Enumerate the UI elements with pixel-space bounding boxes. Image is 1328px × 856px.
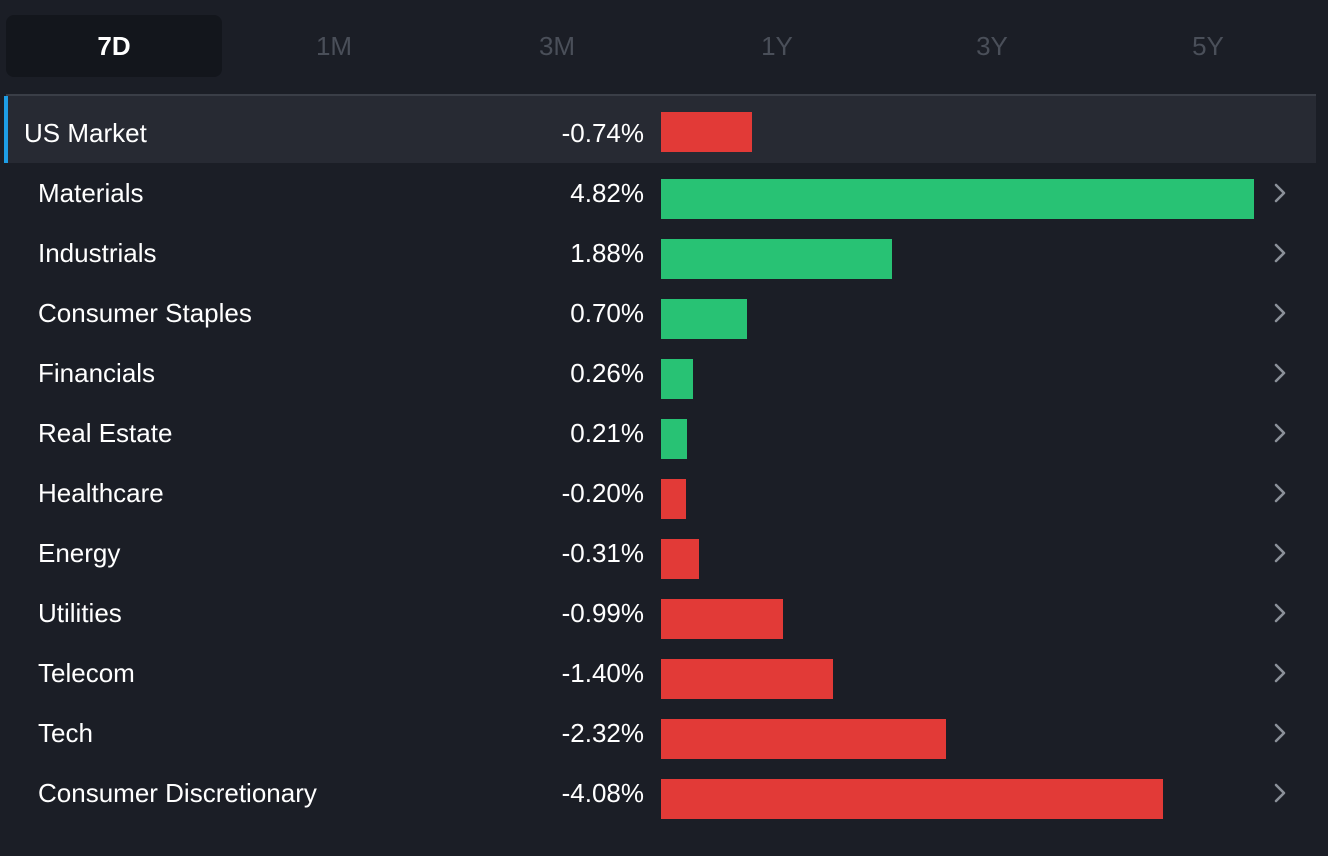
sector-row-consumer-discretionary[interactable]: Consumer Discretionary -4.08%: [4, 763, 1316, 823]
sector-bar: [661, 719, 946, 759]
sector-bar-track: [661, 703, 1261, 763]
sector-row-tech[interactable]: Tech -2.32%: [4, 703, 1316, 763]
sector-bar: [661, 239, 892, 279]
chevron-right-icon[interactable]: [1270, 343, 1290, 403]
chevron-right-icon[interactable]: [1270, 403, 1290, 463]
sector-value: -2.32%: [561, 718, 644, 748]
sector-bar: [661, 299, 747, 339]
sector-value: -4.08%: [561, 778, 644, 808]
sector-value: 0.70%: [570, 298, 644, 328]
chevron-right-icon[interactable]: [1270, 583, 1290, 643]
sector-value: 0.21%: [570, 418, 644, 448]
sector-value: 1.88%: [570, 238, 644, 268]
sector-row-energy[interactable]: Energy -0.31%: [4, 523, 1316, 583]
sector-label: Utilities: [38, 598, 122, 628]
market-bar-track: [661, 96, 1261, 156]
sector-label: Tech: [38, 718, 93, 748]
chevron-right-icon[interactable]: [1270, 703, 1290, 763]
sector-bar: [661, 659, 833, 699]
sector-row-materials[interactable]: Materials 4.82%: [4, 163, 1316, 223]
sector-bar: [661, 179, 1254, 219]
sector-row-healthcare[interactable]: Healthcare -0.20%: [4, 463, 1316, 523]
sector-value: 0.26%: [570, 358, 644, 388]
sector-bar: [661, 419, 687, 459]
sector-bar: [661, 539, 699, 579]
sector-label: Energy: [38, 538, 121, 568]
sector-row-consumer-staples[interactable]: Consumer Staples 0.70%: [4, 283, 1316, 343]
sector-label: Financials: [38, 358, 156, 388]
sector-bar-track: [661, 643, 1261, 703]
sector-bar-track: [661, 403, 1261, 463]
sector-value: -0.99%: [561, 598, 644, 628]
tabs-divider: [6, 94, 1316, 96]
sector-bar: [661, 359, 693, 399]
chevron-right-icon[interactable]: [1270, 163, 1290, 223]
tab-5y[interactable]: 5Y: [1192, 30, 1224, 61]
sector-bar-track: [661, 163, 1261, 223]
market-label: US Market: [24, 118, 147, 148]
sector-row-utilities[interactable]: Utilities -0.99%: [4, 583, 1316, 643]
sector-list: US Market -0.74% Materials 4.82% Industria…: [4, 96, 1316, 823]
chevron-right-icon[interactable]: [1270, 463, 1290, 523]
sector-row-telecom[interactable]: Telecom -1.40%: [4, 643, 1316, 703]
sector-bar-track: [661, 763, 1261, 823]
sector-bar-track: [661, 583, 1261, 643]
sector-value: 4.82%: [570, 178, 644, 208]
sector-label: Materials: [38, 178, 144, 208]
tab-1y[interactable]: 1Y: [761, 30, 793, 61]
sector-bar-track: [661, 283, 1261, 343]
sector-value: -0.31%: [561, 538, 644, 568]
sector-row-financials[interactable]: Financials 0.26%: [4, 343, 1316, 403]
sector-label: Telecom: [38, 658, 135, 688]
period-tabs: 7D 1M 3M 1Y 3Y 5Y: [6, 15, 1316, 77]
tab-3y[interactable]: 3Y: [976, 30, 1008, 61]
sector-bar-track: [661, 343, 1261, 403]
sector-bar: [661, 599, 783, 639]
sector-bar: [661, 479, 686, 519]
tab-3m[interactable]: 3M: [538, 30, 576, 61]
sector-label: Consumer Discretionary: [38, 778, 317, 808]
sector-label: Healthcare: [38, 478, 164, 508]
market-value: -0.74%: [561, 118, 644, 148]
sector-bar-track: [661, 463, 1261, 523]
sector-bar: [661, 779, 1163, 819]
tab-1m[interactable]: 1M: [315, 30, 353, 61]
chevron-right-icon[interactable]: [1270, 283, 1290, 343]
sector-bar-track: [661, 223, 1261, 283]
chevron-right-icon[interactable]: [1270, 523, 1290, 583]
market-bar: [661, 112, 752, 152]
sector-label: Consumer Staples: [38, 298, 252, 328]
chevron-right-icon[interactable]: [1270, 223, 1290, 283]
sector-row-industrials[interactable]: Industrials 1.88%: [4, 223, 1316, 283]
sector-value: -1.40%: [561, 658, 644, 688]
chevron-right-icon[interactable]: [1270, 643, 1290, 703]
tab-7d[interactable]: 7D: [6, 15, 222, 77]
sector-label: Industrials: [38, 238, 157, 268]
chevron-right-icon[interactable]: [1270, 763, 1290, 823]
market-row: US Market -0.74%: [4, 96, 1316, 163]
selected-accent: [4, 96, 8, 163]
sector-value: -0.20%: [561, 478, 644, 508]
sector-row-real-estate[interactable]: Real Estate 0.21%: [4, 403, 1316, 463]
sector-bar-track: [661, 523, 1261, 583]
sector-label: Real Estate: [38, 418, 173, 448]
